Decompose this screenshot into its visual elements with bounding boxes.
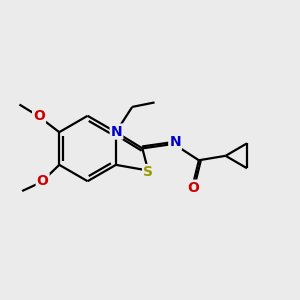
Text: O: O: [33, 109, 45, 123]
Text: N: N: [111, 124, 122, 139]
Text: O: O: [187, 181, 199, 195]
Text: S: S: [143, 165, 153, 179]
Text: N: N: [169, 135, 181, 149]
Text: O: O: [37, 174, 49, 188]
